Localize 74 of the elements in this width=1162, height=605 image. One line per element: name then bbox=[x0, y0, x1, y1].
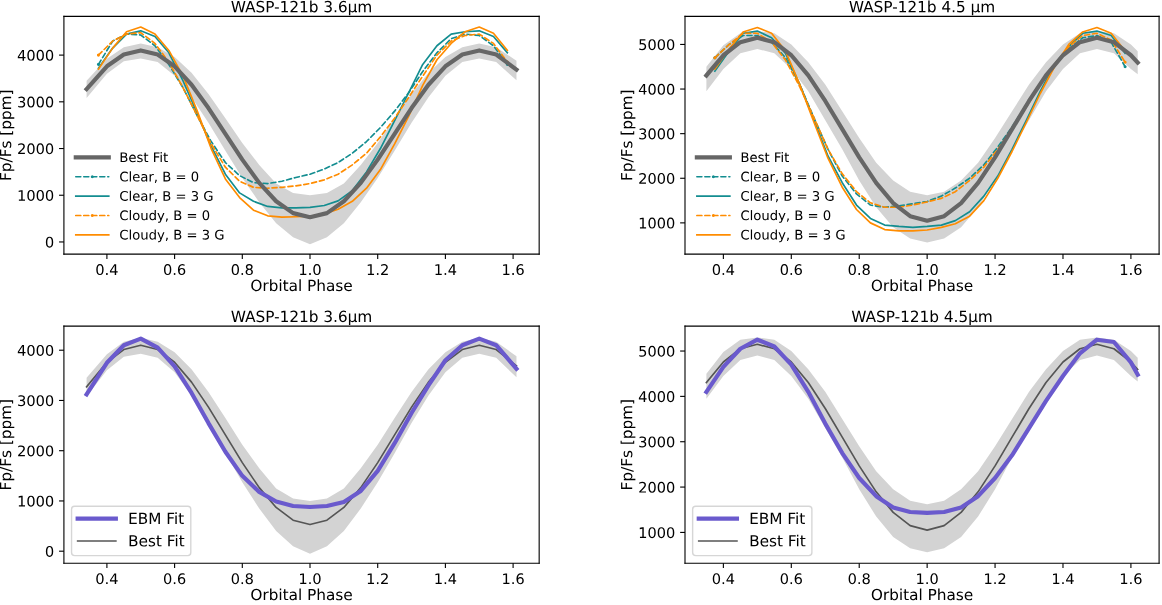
chart-title: WASP-121b 3.6µm bbox=[231, 0, 371, 16]
y-tick-label: 5000 bbox=[639, 345, 675, 357]
y-tick-label: 5000 bbox=[639, 39, 675, 51]
legend-label: Clear, B = 3 G bbox=[741, 190, 834, 203]
legend-label: Best Fit bbox=[750, 534, 806, 547]
legend-label: EBM Fit bbox=[129, 512, 184, 524]
y-axis-title: Fp/Fs [ppm] bbox=[0, 90, 15, 180]
x-tick-label: 0.6 bbox=[163, 264, 186, 276]
y-tick-label: 0 bbox=[45, 545, 54, 557]
x-tick-label: 0.8 bbox=[231, 264, 253, 276]
x-tick-label: 0.8 bbox=[848, 264, 870, 276]
x-tick-label: 1.0 bbox=[917, 264, 938, 276]
y-tick-label: 3000 bbox=[639, 436, 675, 448]
y-axis-title: Fp/Fs [ppm] bbox=[0, 400, 15, 489]
x-tick-label: 0.8 bbox=[848, 573, 870, 585]
x-axis-title: Orbital Phase bbox=[871, 279, 973, 292]
y-tick-label: 3000 bbox=[18, 395, 54, 407]
legend-label: Cloudy, B = 0 bbox=[741, 210, 831, 223]
y-tick-label: 1000 bbox=[639, 527, 675, 539]
legend-label: Cloudy, B = 0 bbox=[120, 210, 210, 223]
x-tick-label: 0.4 bbox=[96, 573, 118, 585]
y-tick-label: 1000 bbox=[18, 189, 54, 201]
legend-label: Clear, B = 0 bbox=[120, 171, 199, 183]
x-tick-label: 1.2 bbox=[985, 573, 1006, 585]
chart-title: WASP-121b 4.5µm bbox=[851, 310, 992, 326]
x-tick-label: 1.2 bbox=[367, 573, 388, 585]
x-tick-label: 1.4 bbox=[435, 573, 457, 585]
legend-label: Best Fit bbox=[741, 151, 789, 163]
y-tick-label: 1000 bbox=[639, 217, 675, 229]
x-tick-label: 1.4 bbox=[1052, 573, 1074, 585]
y-axis-title: Fp/Fs [ppm] bbox=[620, 400, 636, 489]
y-tick-label: 4000 bbox=[638, 391, 675, 403]
x-tick-label: 1.6 bbox=[1120, 264, 1142, 276]
y-tick-label: 2000 bbox=[639, 172, 675, 185]
chart-title: WASP-121b 3.6µm bbox=[231, 310, 371, 326]
legend-label: Best Fit bbox=[120, 151, 168, 163]
x-tick-label: 0.8 bbox=[231, 573, 253, 585]
x-tick-label: 0.4 bbox=[712, 573, 735, 585]
legend-label: Cloudy, B = 3 G bbox=[120, 229, 224, 243]
x-tick-label: 1.4 bbox=[1052, 264, 1074, 275]
x-tick-label: 1.2 bbox=[367, 264, 388, 275]
x-tick-label: 1.6 bbox=[503, 264, 524, 276]
legend-label: EBM Fit bbox=[750, 512, 805, 524]
x-tick-label: 0.4 bbox=[96, 264, 118, 276]
x-tick-label: 1.0 bbox=[300, 264, 321, 276]
chart-title: WASP-121b 4.5 µm bbox=[849, 0, 994, 16]
x-axis-title: Orbital Phase bbox=[251, 588, 352, 601]
y-tick-label: 4000 bbox=[638, 83, 675, 95]
x-axis-title: Orbital Phase bbox=[251, 279, 352, 292]
legend-label: Clear, B = 0 bbox=[741, 171, 820, 183]
x-tick-label: 1.0 bbox=[300, 573, 321, 585]
y-tick-label: 4000 bbox=[17, 49, 54, 61]
x-tick-label: 1.6 bbox=[503, 573, 524, 585]
legend-label: Cloudy, B = 3 G bbox=[741, 229, 845, 243]
legend-label: Clear, B = 3 G bbox=[120, 190, 213, 203]
x-tick-label: 1.0 bbox=[917, 573, 938, 585]
x-tick-label: 0.6 bbox=[780, 573, 802, 585]
x-tick-label: 0.6 bbox=[780, 264, 802, 276]
y-tick-label: 4000 bbox=[17, 344, 54, 356]
legend-label: Best Fit bbox=[129, 534, 185, 547]
x-axis-title: Orbital Phase bbox=[871, 588, 973, 601]
y-tick-label: 3000 bbox=[18, 96, 54, 108]
y-tick-label: 1000 bbox=[18, 495, 54, 507]
x-tick-label: 1.6 bbox=[1120, 573, 1142, 585]
y-tick-label: 2000 bbox=[639, 481, 675, 493]
y-tick-label: 0 bbox=[45, 236, 54, 248]
y-tick-label: 2000 bbox=[18, 143, 54, 155]
x-tick-label: 0.4 bbox=[712, 264, 735, 276]
y-axis-title: Fp/Fs [ppm] bbox=[620, 90, 636, 180]
x-tick-label: 1.4 bbox=[435, 264, 457, 275]
y-tick-label: 3000 bbox=[639, 128, 675, 140]
x-tick-label: 1.2 bbox=[985, 264, 1006, 275]
y-tick-label: 2000 bbox=[18, 445, 54, 457]
x-tick-label: 0.6 bbox=[163, 573, 186, 585]
